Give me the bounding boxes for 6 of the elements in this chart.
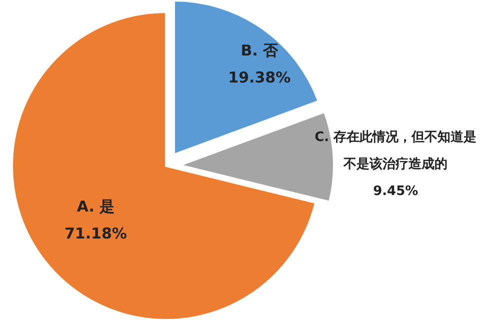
data-label: 71.18% bbox=[64, 224, 127, 243]
slice-label: A. 是 bbox=[76, 198, 115, 216]
data-label: 19.38% bbox=[228, 68, 291, 87]
data-label: 9.45% bbox=[373, 183, 418, 198]
slice-label: C. 存在此情况，但不知道是不是该治疗造成的 bbox=[314, 129, 477, 172]
slice-label: B. 否 bbox=[240, 42, 280, 60]
